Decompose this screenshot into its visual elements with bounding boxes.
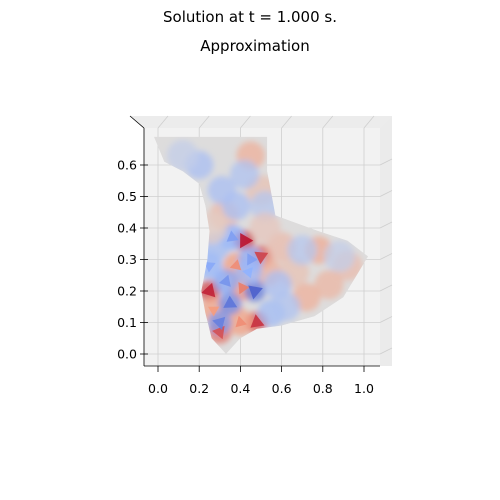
surface-patch-sharp [208, 306, 220, 317]
grid-line-y-right [379, 347, 393, 355]
surface-patch-sharp [238, 282, 250, 295]
surface-patch-sharp [201, 282, 216, 298]
pane-right-strip [380, 116, 392, 366]
surface-patch-sharp [212, 316, 226, 330]
y-tick-label: 0.4 [117, 221, 137, 236]
grid-line-x-top [198, 115, 210, 129]
surface-patch-soft [271, 292, 301, 322]
chart-title: Approximation [200, 37, 310, 55]
surface-patch-soft [249, 212, 281, 244]
x-tick-label: 0.8 [313, 381, 333, 396]
surface-patch-sharp [204, 261, 216, 273]
grid-line-x-top [281, 115, 292, 129]
axis-edge-left-top [129, 115, 145, 129]
grid-line-y-right [379, 158, 393, 166]
y-tick-label: 0.0 [117, 347, 137, 362]
surface-patch-soft [229, 159, 260, 189]
surface-patch-sharp [242, 267, 253, 279]
x-tick-label: 0.4 [230, 381, 250, 396]
x-tick-label: 1.0 [354, 381, 374, 396]
surface-patch-soft [287, 235, 318, 265]
axis-ticks: 0.0 0.2 0.4 0.6 0.8 1.0 0.0 0.1 0.2 0.3 0.4 0.5 0.6 [117, 158, 374, 397]
grid-line-y-right [379, 221, 393, 229]
surface-patch-sharp [223, 295, 238, 308]
surface-patch-sharp [229, 259, 242, 271]
y-tick-label: 0.5 [117, 189, 137, 204]
grid-line-x-top [322, 115, 334, 129]
grid-line-y-right [379, 316, 393, 323]
surface-patch-sharp [250, 314, 265, 328]
grid-line-x-top [363, 115, 375, 129]
x-tick-label: 0.2 [189, 381, 209, 396]
x-tick-label: 0.6 [272, 381, 292, 396]
figure-suptitle: Solution at t = 1.000 s. [163, 8, 337, 26]
grid-line-x-top [157, 115, 169, 129]
surface-patch-sharp [247, 253, 258, 266]
grid-line-y-right [379, 253, 393, 260]
y-tick-label: 0.6 [117, 158, 137, 173]
surface-patch-soft [167, 139, 199, 172]
y-tick-label: 0.1 [117, 315, 137, 330]
x-tick-label: 0.0 [148, 381, 168, 396]
surface [153, 136, 369, 354]
surface-patch-soft [323, 240, 355, 272]
y-tick-label: 0.3 [117, 252, 137, 267]
surface-sharp-patches [201, 230, 269, 340]
surface-patch-sharp [218, 274, 231, 287]
grid-line-x-top [240, 115, 251, 129]
surface-patch-sharp [254, 251, 269, 265]
surface-patch-soft [314, 270, 344, 300]
surface-patch-sharp [226, 230, 239, 242]
y-tick-label: 0.2 [117, 284, 137, 299]
surface-patch-sharp [235, 315, 247, 328]
surface-patch-sharp [240, 233, 254, 249]
grid-line-y-right [379, 284, 393, 292]
surface-patch-soft [263, 270, 292, 299]
grid-line-y-right [379, 190, 393, 197]
axes-edges [129, 115, 380, 367]
surface-patch-soft [222, 191, 251, 221]
surface-patch-sharp [248, 285, 263, 300]
pane-top-strip [130, 116, 392, 128]
